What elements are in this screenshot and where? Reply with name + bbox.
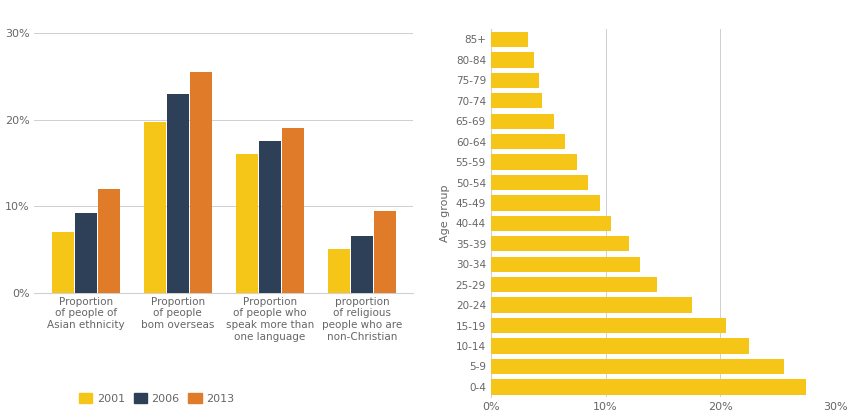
Legend: 2001, 2006, 2013: 2001, 2006, 2013 bbox=[74, 389, 238, 408]
Bar bbox=[491, 73, 539, 88]
Bar bbox=[189, 72, 212, 293]
Bar bbox=[259, 141, 281, 293]
Bar bbox=[374, 211, 396, 293]
Bar bbox=[167, 94, 189, 293]
Y-axis label: Age group: Age group bbox=[440, 184, 450, 242]
Bar bbox=[491, 216, 611, 231]
Bar bbox=[491, 298, 691, 313]
Bar bbox=[491, 32, 528, 47]
Bar bbox=[491, 175, 588, 190]
Bar bbox=[491, 93, 542, 108]
Bar bbox=[491, 154, 577, 170]
Bar bbox=[491, 195, 600, 211]
Bar bbox=[491, 236, 629, 252]
Bar bbox=[491, 359, 784, 374]
Bar bbox=[236, 154, 258, 293]
Bar bbox=[328, 250, 350, 293]
Bar bbox=[491, 257, 640, 272]
Bar bbox=[52, 232, 74, 293]
Bar bbox=[491, 277, 657, 292]
Bar bbox=[282, 128, 304, 293]
Bar bbox=[144, 122, 166, 293]
Bar bbox=[491, 114, 554, 129]
Bar bbox=[491, 379, 807, 395]
Bar bbox=[491, 338, 749, 354]
Bar bbox=[491, 318, 726, 333]
Bar bbox=[97, 189, 120, 293]
Bar bbox=[491, 52, 535, 68]
Bar bbox=[491, 134, 566, 149]
Bar bbox=[351, 237, 373, 293]
Bar bbox=[75, 213, 96, 293]
